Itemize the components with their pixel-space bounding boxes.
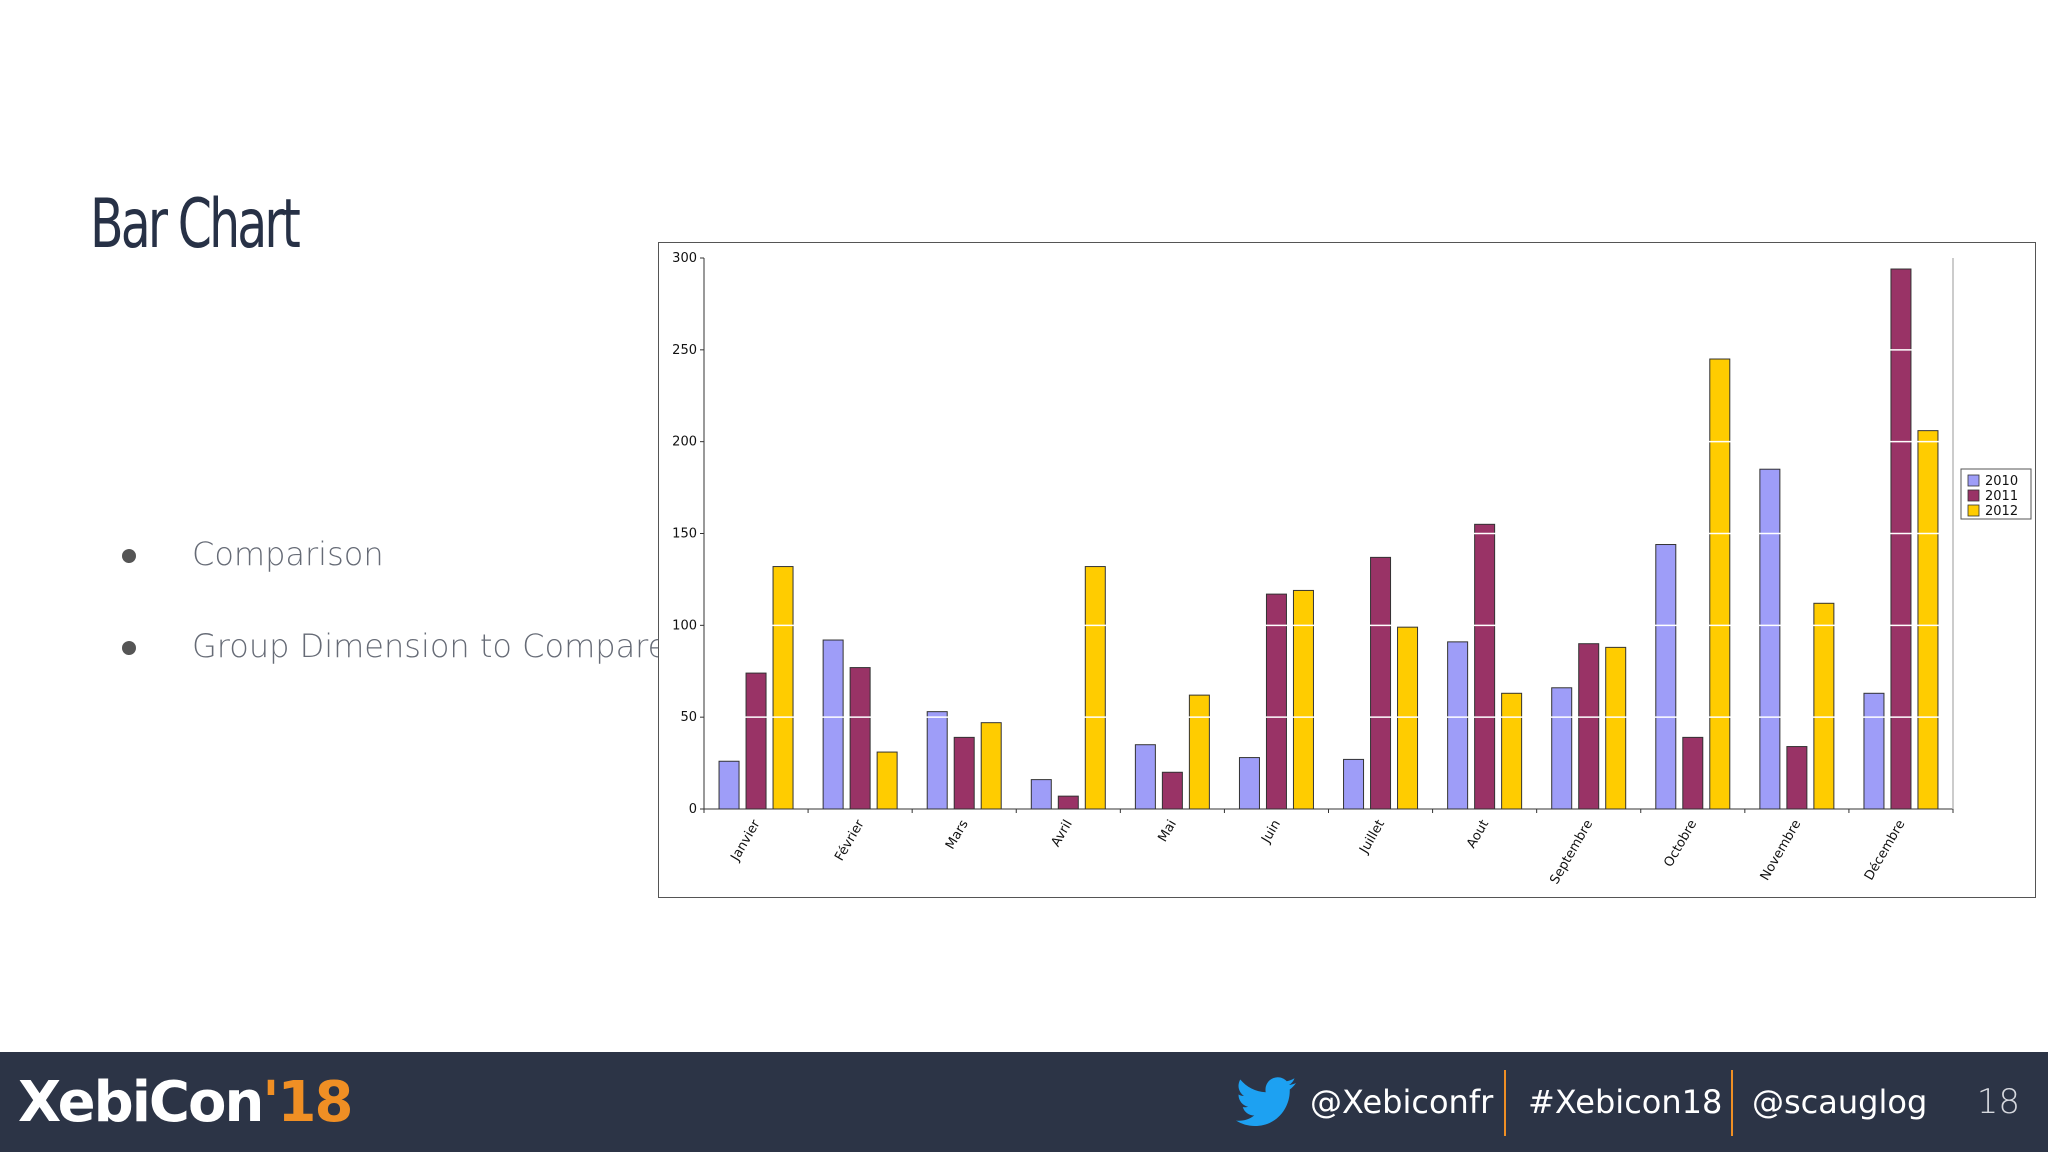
x-tick-label: Septembre xyxy=(1547,818,1596,887)
twitter-link[interactable]: @Xebiconfr xyxy=(1236,1052,1493,1152)
speaker-link[interactable]: @scauglog xyxy=(1752,1052,1927,1152)
bar-2011-Mars xyxy=(953,736,975,810)
y-tick-label: 300 xyxy=(672,251,697,266)
bullet-item: Comparison xyxy=(118,535,667,627)
bar-2010-Décembre xyxy=(1863,692,1885,810)
bar-2010-Avril xyxy=(1030,779,1052,810)
legend-swatch-2012 xyxy=(1967,504,1980,517)
x-tick-label: Janvier xyxy=(728,817,764,865)
bar-2011-Novembre xyxy=(1786,746,1808,810)
bar-2012-Mai xyxy=(1188,694,1210,810)
bullet-text: Group Dimension to Compare xyxy=(192,627,668,665)
twitter-bird-icon xyxy=(1236,1077,1296,1126)
bar-2012-Juin xyxy=(1292,589,1314,810)
legend-swatch-2010 xyxy=(1967,474,1980,487)
footer-separator xyxy=(1504,1070,1506,1136)
y-tick-label: 250 xyxy=(672,343,697,358)
hashtag-link[interactable]: #Xebicon18 xyxy=(1528,1052,1722,1152)
legend-swatch-2011 xyxy=(1967,489,1980,502)
x-tick-label: Mai xyxy=(1155,818,1179,845)
y-tick-label: 100 xyxy=(672,618,697,633)
x-tick-label: Novembre xyxy=(1758,817,1805,883)
bar-2011-Juillet xyxy=(1370,556,1392,810)
legend-label-2010: 2010 xyxy=(1985,474,2018,489)
bar-2011-Aout xyxy=(1474,523,1496,810)
bar-2010-Janvier xyxy=(718,760,740,810)
footer-bar: XebiCon'18 @Xebiconfr #Xebicon18 @scaugl… xyxy=(0,1052,2048,1152)
bar-2010-Juin xyxy=(1238,757,1260,810)
x-tick-label: Décembre xyxy=(1862,818,1909,884)
bullet-list: Comparison Group Dimension to Compare xyxy=(118,535,667,719)
bar-2012-Septembre xyxy=(1605,646,1627,810)
x-tick-label: Juin xyxy=(1258,818,1283,847)
y-tick-label: 50 xyxy=(680,710,697,725)
bar-2010-Aout xyxy=(1447,641,1469,810)
bar-2011-Mai xyxy=(1161,771,1183,810)
x-tick-label: Juillet xyxy=(1357,818,1388,858)
bar-chart: 0 50 100 150 200 250 300 Janvier Février Mars Avri… xyxy=(658,242,2036,898)
bar-2012-Novembre xyxy=(1813,602,1835,810)
y-tick-label: 200 xyxy=(672,435,697,450)
bar-2012-Février xyxy=(876,751,898,810)
bar-2010-Juillet xyxy=(1343,758,1365,810)
bar-2010-Novembre xyxy=(1759,468,1781,810)
bar-2011-Septembre xyxy=(1578,643,1600,810)
bar-2012-Avril xyxy=(1084,566,1106,810)
x-tick-label: Avril xyxy=(1049,818,1076,850)
x-tick-label: Octobre xyxy=(1661,818,1700,870)
bar-2012-Juillet xyxy=(1397,626,1419,810)
bar-2011-Janvier xyxy=(745,672,767,810)
bar-2010-Février xyxy=(822,639,844,810)
bar-chart-svg: 0 50 100 150 200 250 300 Janvier Février Mars Avri… xyxy=(672,251,2032,887)
speaker-handle: @scauglog xyxy=(1752,1083,1928,1121)
y-tick-label: 0 xyxy=(689,802,697,817)
bar-2010-Septembre xyxy=(1551,687,1573,810)
bullet-text: Comparison xyxy=(192,535,384,573)
bar-2012-Aout xyxy=(1501,692,1523,810)
x-tick-label: Aout xyxy=(1464,818,1492,851)
bullet-dot-icon xyxy=(122,549,136,563)
x-tick-label: Février xyxy=(832,817,868,864)
y-tick-label: 150 xyxy=(672,527,697,542)
bar-2012-Mars xyxy=(980,722,1002,810)
bar-2010-Mai xyxy=(1134,744,1156,810)
slide-title: Bar Chart xyxy=(90,185,301,264)
bullet-item: Group Dimension to Compare xyxy=(118,627,667,719)
footer-separator xyxy=(1731,1070,1733,1136)
bar-2011-Juin xyxy=(1265,593,1287,810)
x-tick-label: Mars xyxy=(943,817,972,852)
bar-2011-Avril xyxy=(1057,795,1079,810)
hashtag: #Xebicon18 xyxy=(1528,1083,1723,1121)
legend-label-2011: 2011 xyxy=(1985,489,2018,504)
bar-2012-Octobre xyxy=(1709,358,1731,810)
bar-2011-Octobre xyxy=(1682,736,1704,810)
bar-2011-Février xyxy=(849,667,871,810)
page-number: 18 xyxy=(1976,1082,2020,1122)
bullet-dot-icon xyxy=(122,641,136,655)
twitter-handle: @Xebiconfr xyxy=(1310,1083,1494,1121)
bar-2012-Décembre xyxy=(1917,430,1939,810)
xebicon-logo: XebiCon'18 xyxy=(18,1070,353,1135)
bar-2010-Mars xyxy=(926,711,948,810)
bar-2012-Janvier xyxy=(772,566,794,810)
legend-label-2012: 2012 xyxy=(1985,504,2018,519)
bar-2010-Octobre xyxy=(1655,544,1677,810)
